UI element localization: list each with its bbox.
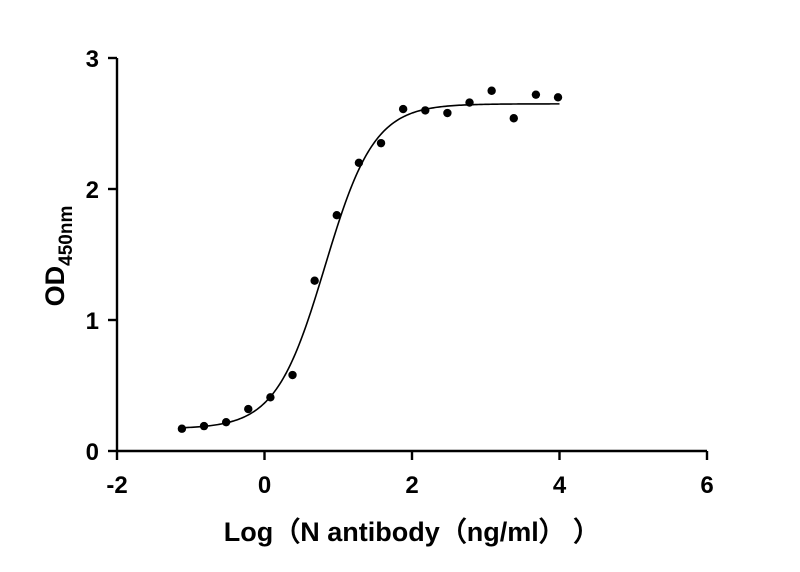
data-point [487,86,496,95]
data-point [244,404,253,414]
data-point [221,417,231,427]
data-point [288,370,297,380]
y-tick-label: 3 [86,46,99,73]
y-axis-title: OD450nm [40,206,77,307]
data-point [465,98,474,107]
x-tick-label: -2 [106,472,127,499]
data-point [421,106,430,115]
x-tick-label: 0 [258,472,271,499]
x-tick-label: 2 [405,472,418,499]
data-point [553,93,563,102]
data-point [177,424,187,433]
x-tick-label: 4 [553,472,567,499]
axes: -2 0 2 4 6 0 1 2 3 [86,46,714,499]
y-axis-title-main: OD [40,266,70,307]
y-tick-label: 2 [86,177,99,204]
data-point [310,276,319,285]
data-point [443,108,452,118]
x-axis-title: Log（N antibody（ng/ml） ） [224,517,600,547]
fit-curve-layer [179,103,560,429]
data-point [199,421,209,431]
axis-titles: Log（N antibody（ng/ml） ） OD450nm [40,206,600,547]
data-points [177,86,563,433]
y-axis-title-subscript: 450nm [56,206,77,266]
y-tick-label: 0 [86,439,99,466]
data-point [332,211,341,220]
data-point [266,393,275,402]
data-point [376,138,386,148]
data-point [354,158,364,167]
fit-curve-line [179,103,560,429]
x-tick-label: 6 [700,472,713,499]
data-point [398,104,408,114]
data-point [531,90,541,99]
data-point [509,114,518,123]
y-tick-label: 1 [86,308,99,335]
